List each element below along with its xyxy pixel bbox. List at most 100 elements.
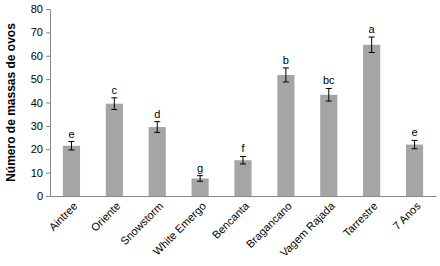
error-bar-line [68, 141, 74, 142]
x-tick: Bencanta [210, 199, 252, 241]
error-bar [369, 37, 375, 52]
y-tick-label: 60 [31, 50, 43, 62]
y-tick: 0 [37, 190, 50, 202]
y-tick: 60 [31, 50, 50, 62]
y-tick: 80 [31, 3, 50, 15]
x-tick: Aintree [46, 200, 79, 233]
x-tick-label: Bencanta [210, 199, 252, 241]
y-tick-label: 50 [31, 73, 43, 85]
x-tick-label: 7 Anos [390, 199, 423, 232]
x-tick: 7 Anos [390, 199, 423, 232]
y-tick-mark [46, 103, 50, 104]
x-tick: Oriente [88, 200, 122, 234]
error-bar-line [328, 88, 329, 101]
x-tick: White Emergo [150, 200, 208, 258]
error-bar-line [197, 175, 203, 176]
x-tick-label: Aintree [46, 200, 79, 233]
error-bar-line [154, 132, 160, 133]
bar [149, 127, 166, 196]
x-tick-label: Oriente [88, 200, 122, 234]
y-tick-label: 10 [31, 167, 43, 179]
y-tick-mark [46, 149, 50, 150]
annotation: e [411, 126, 417, 138]
bar [320, 95, 337, 196]
error-bar-line [68, 149, 74, 150]
annotation: g [197, 162, 203, 174]
error-bar [197, 176, 203, 182]
error-bar-line [240, 156, 246, 157]
error-bar-line [71, 142, 72, 150]
y-tick: 10 [31, 167, 50, 179]
y-tick: 50 [31, 73, 50, 85]
bar [192, 178, 209, 196]
error-bar-line [412, 148, 418, 149]
y-tick-mark [46, 56, 50, 57]
y-tick-mark [46, 126, 50, 127]
y-tick-label: 20 [31, 143, 43, 155]
y-axis: 0 10 20 30 40 50 60 70 80 [31, 3, 51, 202]
y-tick: 30 [31, 120, 50, 132]
y-tick-label: 80 [31, 3, 43, 15]
y-tick-label: 70 [31, 26, 43, 38]
marks [63, 37, 423, 196]
y-axis-line [46, 10, 51, 197]
annotation: f [241, 142, 245, 154]
error-bar-line [285, 68, 286, 82]
bar [363, 45, 380, 196]
error-bar [154, 122, 160, 133]
y-axis-title: Número de massas de ovos [4, 23, 18, 182]
x-tick-label: White Emergo [150, 200, 208, 258]
error-bar [326, 88, 332, 101]
x-axis: AintreeOrienteSnowstormWhite EmergoBenca… [46, 197, 436, 260]
error-bar-line [200, 176, 201, 182]
bar [234, 160, 251, 196]
y-tick: 40 [31, 97, 50, 109]
annotation: d [154, 108, 160, 120]
error-bar-line [154, 121, 160, 122]
y-tick-label: 30 [31, 120, 43, 132]
error-bar-line [371, 37, 372, 52]
error-bar-line [414, 140, 415, 148]
chart: e c d g f b bc a e 0 10 20 30 40 50 60 70 80 Aintree Orient… [0, 0, 440, 266]
y-tick-mark [46, 9, 50, 10]
error-bar-line [326, 88, 332, 89]
error-bar-line [369, 52, 375, 53]
annotation: e [68, 128, 74, 140]
x-tick: Tarrestre [341, 200, 380, 239]
bar [277, 75, 294, 196]
error-bar [283, 68, 289, 82]
error-bar-line [240, 163, 246, 164]
bar [63, 146, 80, 196]
annotation: bc [323, 74, 335, 86]
error-bar [412, 140, 418, 148]
bar [406, 145, 423, 196]
error-bar-line [157, 122, 158, 133]
annotation: b [283, 54, 289, 66]
x-tick-label: Tarrestre [341, 200, 380, 239]
x-tick: Vagem Rajada [278, 199, 338, 259]
x-tick-label: Vagem Rajada [278, 199, 338, 259]
y-tick-mark [46, 173, 50, 174]
annotations: e c d g f b bc a e [68, 23, 417, 174]
error-bar-line [369, 37, 375, 38]
y-tick-mark [46, 196, 50, 197]
y-tick: 70 [31, 26, 50, 38]
error-bar-line [283, 67, 289, 68]
y-tick-label: 40 [31, 97, 43, 109]
y-tick-mark [46, 79, 50, 80]
error-bar-line [111, 97, 117, 98]
error-bar [111, 98, 117, 110]
y-tick-mark [46, 32, 50, 33]
annotation: a [369, 23, 376, 35]
annotation: c [112, 84, 118, 96]
x-axis-line [51, 196, 437, 197]
error-bar-line [412, 140, 418, 141]
error-bar-line [111, 109, 117, 110]
error-bar-line [114, 98, 115, 110]
error-bar-line [243, 156, 244, 163]
error-bar [240, 156, 246, 163]
error-bar-line [283, 81, 289, 82]
error-bar-line [197, 181, 203, 182]
y-tick-label: 0 [37, 190, 43, 202]
bar [106, 104, 123, 196]
